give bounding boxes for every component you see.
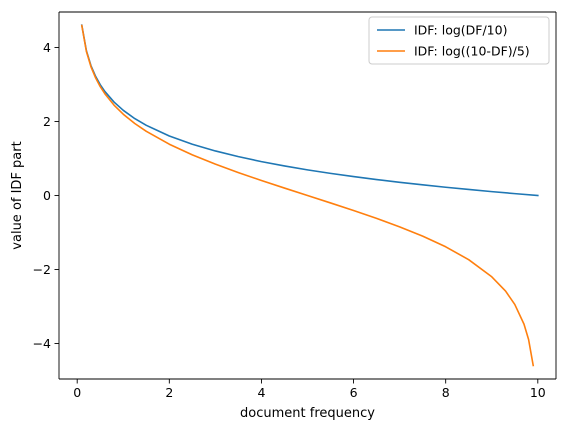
x-tick-label: 8 xyxy=(442,385,450,400)
x-tick-label: 6 xyxy=(350,385,358,400)
series-lines xyxy=(80,24,539,367)
y-tick-label: 4 xyxy=(43,40,51,55)
series-line-1 xyxy=(80,24,539,197)
y-tick-label: −4 xyxy=(33,336,51,351)
legend-label-series-1: IDF: log(DF/10) xyxy=(414,23,507,38)
y-tick-label: −2 xyxy=(33,262,51,277)
x-tick-label: 0 xyxy=(73,385,81,400)
x-axis-ticks: 0 2 4 6 8 10 xyxy=(73,379,546,400)
x-tick-label: 10 xyxy=(530,385,546,400)
x-axis-label: document frequency xyxy=(240,406,375,421)
series-line-2 xyxy=(80,24,535,367)
x-tick-label: 2 xyxy=(165,385,173,400)
y-axis-label: value of IDF part xyxy=(10,141,25,249)
x-tick-label: 4 xyxy=(257,385,265,400)
legend-box xyxy=(368,16,550,65)
y-tick-label: 2 xyxy=(43,114,51,129)
y-tick-label: 0 xyxy=(43,188,51,203)
y-axis-ticks: −4 −2 0 2 4 xyxy=(33,40,59,351)
legend-label-series-2: IDF: log((10-DF)/5) xyxy=(414,44,530,59)
legend: IDF: log(DF/10) IDF: log((10-DF)/5) xyxy=(368,16,550,65)
